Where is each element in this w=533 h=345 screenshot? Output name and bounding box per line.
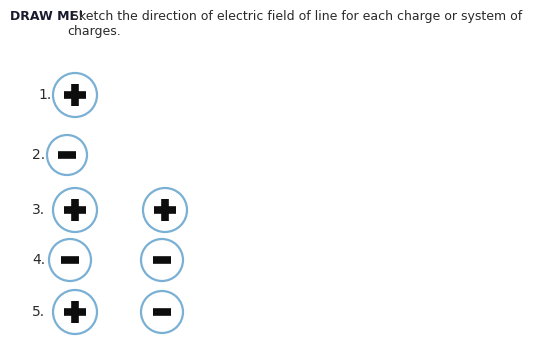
Text: 2.: 2.: [32, 148, 45, 162]
Text: 1.: 1.: [38, 88, 51, 102]
Text: DRAW ME!: DRAW ME!: [10, 10, 84, 23]
Text: 5.: 5.: [32, 305, 45, 319]
Text: Sketch the direction of electric field of line for each charge or system of
char: Sketch the direction of electric field o…: [67, 10, 522, 38]
Text: 3.: 3.: [32, 203, 45, 217]
Text: 4.: 4.: [32, 253, 45, 267]
